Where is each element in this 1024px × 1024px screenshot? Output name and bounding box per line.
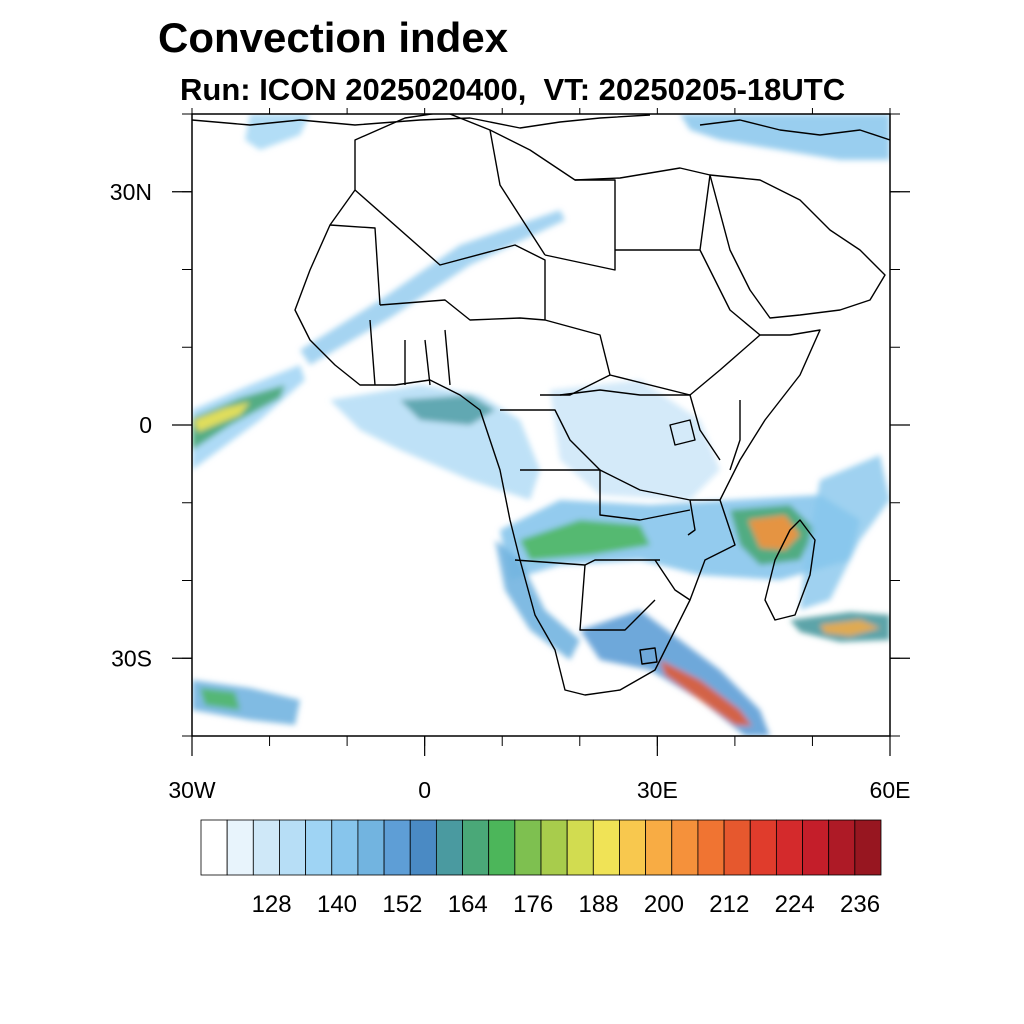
coastlines: [192, 114, 890, 696]
colorbar-swatch: [462, 819, 490, 876]
mediterranean-north: [699, 119, 890, 141]
colorbar-label: 164: [448, 891, 488, 918]
field-north-med: [680, 114, 890, 160]
field-guinea-core: [400, 395, 495, 425]
border-14: [654, 559, 691, 601]
border-3: [489, 129, 546, 256]
colorbar-swatch: [566, 819, 594, 876]
plot-area: [191, 113, 891, 737]
border-4: [544, 179, 616, 271]
lat-tick-label: 30N: [110, 179, 152, 205]
colorbar-label: 200: [644, 891, 684, 918]
field-mozambique-peak: [748, 515, 800, 550]
colorbar-swatch: [697, 819, 725, 876]
plot-background: [192, 114, 890, 736]
border-18: [424, 339, 431, 386]
colorbar-swatch: [749, 819, 777, 876]
colorbar-swatch: [645, 819, 673, 876]
border-2: [354, 189, 546, 320]
colorbar-label: 152: [382, 891, 422, 918]
colorbar-swatch: [540, 819, 568, 876]
colorbar-swatch: [331, 819, 359, 876]
colorbar-swatch: [409, 819, 437, 876]
lat-tick-label: 0: [139, 412, 152, 438]
lon-tick-label: 30E: [637, 777, 678, 803]
colorbar-swatch: [357, 819, 385, 876]
colorbar-swatch: [488, 819, 516, 876]
field-east-indian: [800, 455, 890, 610]
colorbar-swatch: [435, 819, 463, 876]
field-se-core: [660, 660, 752, 726]
colorbar-swatch: [279, 819, 307, 876]
border-1: [329, 224, 381, 306]
colorbar-swatch: [383, 819, 411, 876]
field-north-west: [245, 114, 310, 150]
field-atlantic-core: [192, 385, 285, 450]
border-6: [379, 299, 546, 321]
colorbar-swatch: [592, 819, 620, 876]
colorbar-swatch: [305, 819, 333, 876]
colorbar-label: 188: [579, 891, 619, 918]
field-sw-core: [200, 688, 240, 710]
lat-tick-label: 30S: [111, 645, 152, 671]
africa-coastline: [294, 114, 821, 696]
colorbar-swatch: [252, 819, 280, 876]
border-16: [369, 319, 376, 386]
map-title: Convection index: [158, 14, 509, 61]
lake-malawi: [687, 499, 696, 536]
border-8: [609, 334, 761, 396]
colorbar-label: 224: [775, 891, 815, 918]
lon-tick-label: 30W: [168, 777, 216, 803]
colorbar-swatch: [671, 819, 699, 876]
colorbar-swatch: [802, 819, 830, 876]
colorbar-swatch: [723, 819, 751, 876]
border-11: [520, 469, 691, 521]
axis-labels: 30W 0 30E 60E 30N 0 30S: [110, 179, 911, 803]
field-namibia: [495, 540, 580, 660]
map-subtitle: Run: ICON 2025020400, VT: 20250205-18UTC: [180, 72, 846, 107]
colorbar-swatch: [828, 819, 856, 876]
colorbar-swatch: [854, 819, 882, 876]
border-15: [729, 400, 741, 471]
border-13: [579, 564, 656, 631]
arabia-coastline: [709, 174, 886, 319]
colorbar-label: 140: [317, 891, 357, 918]
border-19: [444, 329, 451, 386]
colorbar-label: 176: [513, 891, 553, 918]
lon-tick-label: 0: [418, 777, 431, 803]
colorbar: 128 140 152 164 176 188 200 212 224 236: [200, 819, 882, 918]
colorbar-swatch: [514, 819, 542, 876]
colorbar-swatch: [226, 819, 254, 876]
axis-ticks: [172, 108, 910, 756]
lon-tick-label: 60E: [870, 777, 911, 803]
europe-coastline: [192, 114, 651, 129]
colorbar-swatch: [200, 819, 228, 876]
lesotho: [639, 647, 658, 665]
colorbar-label: 236: [840, 891, 880, 918]
border-9: [559, 389, 721, 461]
colorbar-swatch: [619, 819, 647, 876]
field-south-core: [520, 520, 650, 560]
colorbar-label: 128: [252, 891, 292, 918]
border-12: [514, 559, 660, 566]
colorbar-swatch: [775, 819, 803, 876]
field-atlantic-peak: [194, 402, 250, 432]
colorbar-label: 212: [709, 891, 749, 918]
madagascar-coastline: [764, 519, 816, 621]
lake-victoria: [669, 419, 696, 446]
field-si-peak: [820, 620, 880, 636]
